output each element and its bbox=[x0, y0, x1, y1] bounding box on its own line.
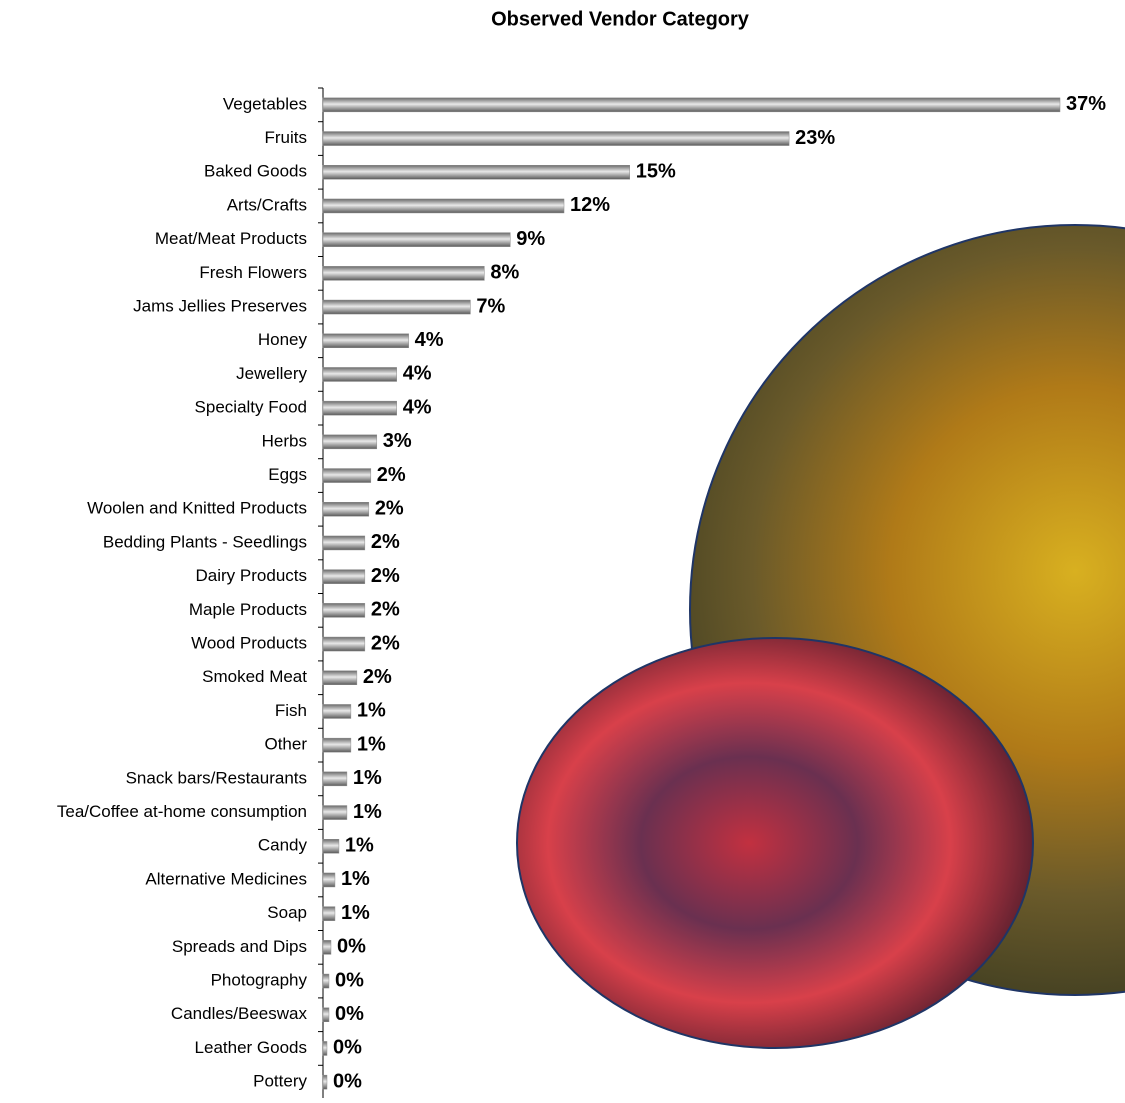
bar bbox=[322, 670, 358, 685]
y-tick-label: Meat/Meat Products bbox=[155, 229, 307, 248]
y-tick-label: Fruits bbox=[265, 128, 308, 147]
value-label: 15% bbox=[636, 161, 676, 183]
y-tick-label: Smoked Meat bbox=[202, 667, 307, 686]
value-label: 0% bbox=[335, 1003, 364, 1025]
y-tick-label: Bedding Plants - Seedlings bbox=[103, 532, 307, 551]
bar bbox=[322, 131, 790, 146]
bar bbox=[322, 704, 352, 719]
y-tick-label: Herbs bbox=[262, 431, 307, 450]
bar bbox=[322, 333, 409, 348]
value-label: 8% bbox=[490, 262, 519, 284]
bar bbox=[322, 805, 348, 820]
value-label: 1% bbox=[353, 767, 382, 789]
y-tick-label: Spreads and Dips bbox=[172, 937, 307, 956]
value-label: 0% bbox=[335, 969, 364, 991]
value-label: 1% bbox=[357, 733, 386, 755]
value-label: 1% bbox=[341, 902, 370, 924]
value-label: 2% bbox=[371, 599, 400, 621]
value-label: 2% bbox=[371, 632, 400, 654]
y-tick-label: Fish bbox=[275, 701, 307, 720]
chart-title: Observed Vendor Category bbox=[491, 8, 750, 30]
value-label: 4% bbox=[403, 396, 432, 418]
value-label: 2% bbox=[371, 531, 400, 553]
y-tick-label: Maple Products bbox=[189, 600, 307, 619]
value-label: 2% bbox=[363, 666, 392, 688]
y-tick-label: Fresh Flowers bbox=[199, 263, 307, 282]
value-label: 7% bbox=[476, 295, 505, 317]
berry-photo bbox=[516, 637, 1034, 1049]
bar bbox=[322, 367, 397, 382]
value-label: 0% bbox=[337, 936, 366, 958]
bar bbox=[322, 266, 485, 281]
value-label: 4% bbox=[403, 363, 432, 385]
bar bbox=[322, 97, 1061, 113]
y-tick-label: Vegetables bbox=[223, 94, 307, 113]
y-tick-label: Pottery bbox=[253, 1072, 307, 1091]
y-tick-label: Candles/Beeswax bbox=[171, 1004, 308, 1023]
y-tick-label: Baked Goods bbox=[204, 162, 307, 181]
bar bbox=[322, 940, 332, 955]
value-label: 37% bbox=[1066, 93, 1106, 115]
y-tick-label: Wood Products bbox=[191, 634, 307, 653]
y-tick-label: Specialty Food bbox=[195, 398, 307, 417]
y-tick-label: Snack bars/Restaurants bbox=[126, 768, 307, 787]
bar bbox=[322, 1041, 328, 1056]
bar bbox=[322, 1007, 330, 1022]
y-tick-label: Woolen and Knitted Products bbox=[87, 499, 307, 518]
bar bbox=[322, 839, 340, 854]
bar bbox=[322, 400, 397, 416]
bar bbox=[322, 299, 471, 315]
value-label: 0% bbox=[333, 1070, 362, 1092]
bar bbox=[322, 872, 336, 888]
bar bbox=[322, 737, 352, 753]
value-label: 1% bbox=[345, 835, 374, 857]
value-label: 1% bbox=[341, 868, 370, 890]
value-label: 12% bbox=[570, 194, 610, 216]
bar bbox=[322, 535, 366, 551]
bar bbox=[322, 434, 378, 450]
bar bbox=[322, 232, 511, 247]
bar bbox=[322, 603, 366, 618]
y-tick-label: Leather Goods bbox=[195, 1038, 307, 1057]
y-tick-label: Eggs bbox=[268, 465, 307, 484]
bar bbox=[322, 165, 631, 180]
y-tick-label: Soap bbox=[267, 903, 307, 922]
bar bbox=[322, 569, 366, 584]
value-label: 1% bbox=[353, 801, 382, 823]
value-label: 9% bbox=[516, 228, 545, 250]
y-tick-label: Dairy Products bbox=[196, 566, 307, 585]
bar bbox=[322, 198, 565, 214]
value-label: 2% bbox=[371, 565, 400, 587]
bar bbox=[322, 1074, 328, 1090]
y-tick-label: Alternative Medicines bbox=[145, 869, 307, 888]
y-tick-label: Jewellery bbox=[236, 364, 307, 383]
y-tick-label: Arts/Crafts bbox=[227, 195, 307, 214]
bar bbox=[322, 468, 372, 483]
y-tick-label: Candy bbox=[258, 836, 308, 855]
y-tick-label: Tea/Coffee at-home consumption bbox=[57, 802, 307, 821]
bar bbox=[322, 906, 336, 921]
bar bbox=[322, 973, 330, 989]
value-label: 2% bbox=[377, 464, 406, 486]
y-tick-label: Other bbox=[264, 735, 307, 754]
value-label: 1% bbox=[357, 700, 386, 722]
bar bbox=[322, 502, 370, 517]
bar bbox=[322, 771, 348, 787]
value-label: 4% bbox=[415, 329, 444, 351]
bar bbox=[322, 636, 366, 652]
value-label: 2% bbox=[375, 498, 404, 520]
value-label: 23% bbox=[795, 127, 835, 149]
value-label: 0% bbox=[333, 1037, 362, 1059]
y-tick-label: Jams Jellies Preserves bbox=[133, 297, 307, 316]
y-tick-label: Honey bbox=[258, 330, 308, 349]
value-label: 3% bbox=[383, 430, 412, 452]
y-tick-label: Photography bbox=[211, 971, 308, 990]
